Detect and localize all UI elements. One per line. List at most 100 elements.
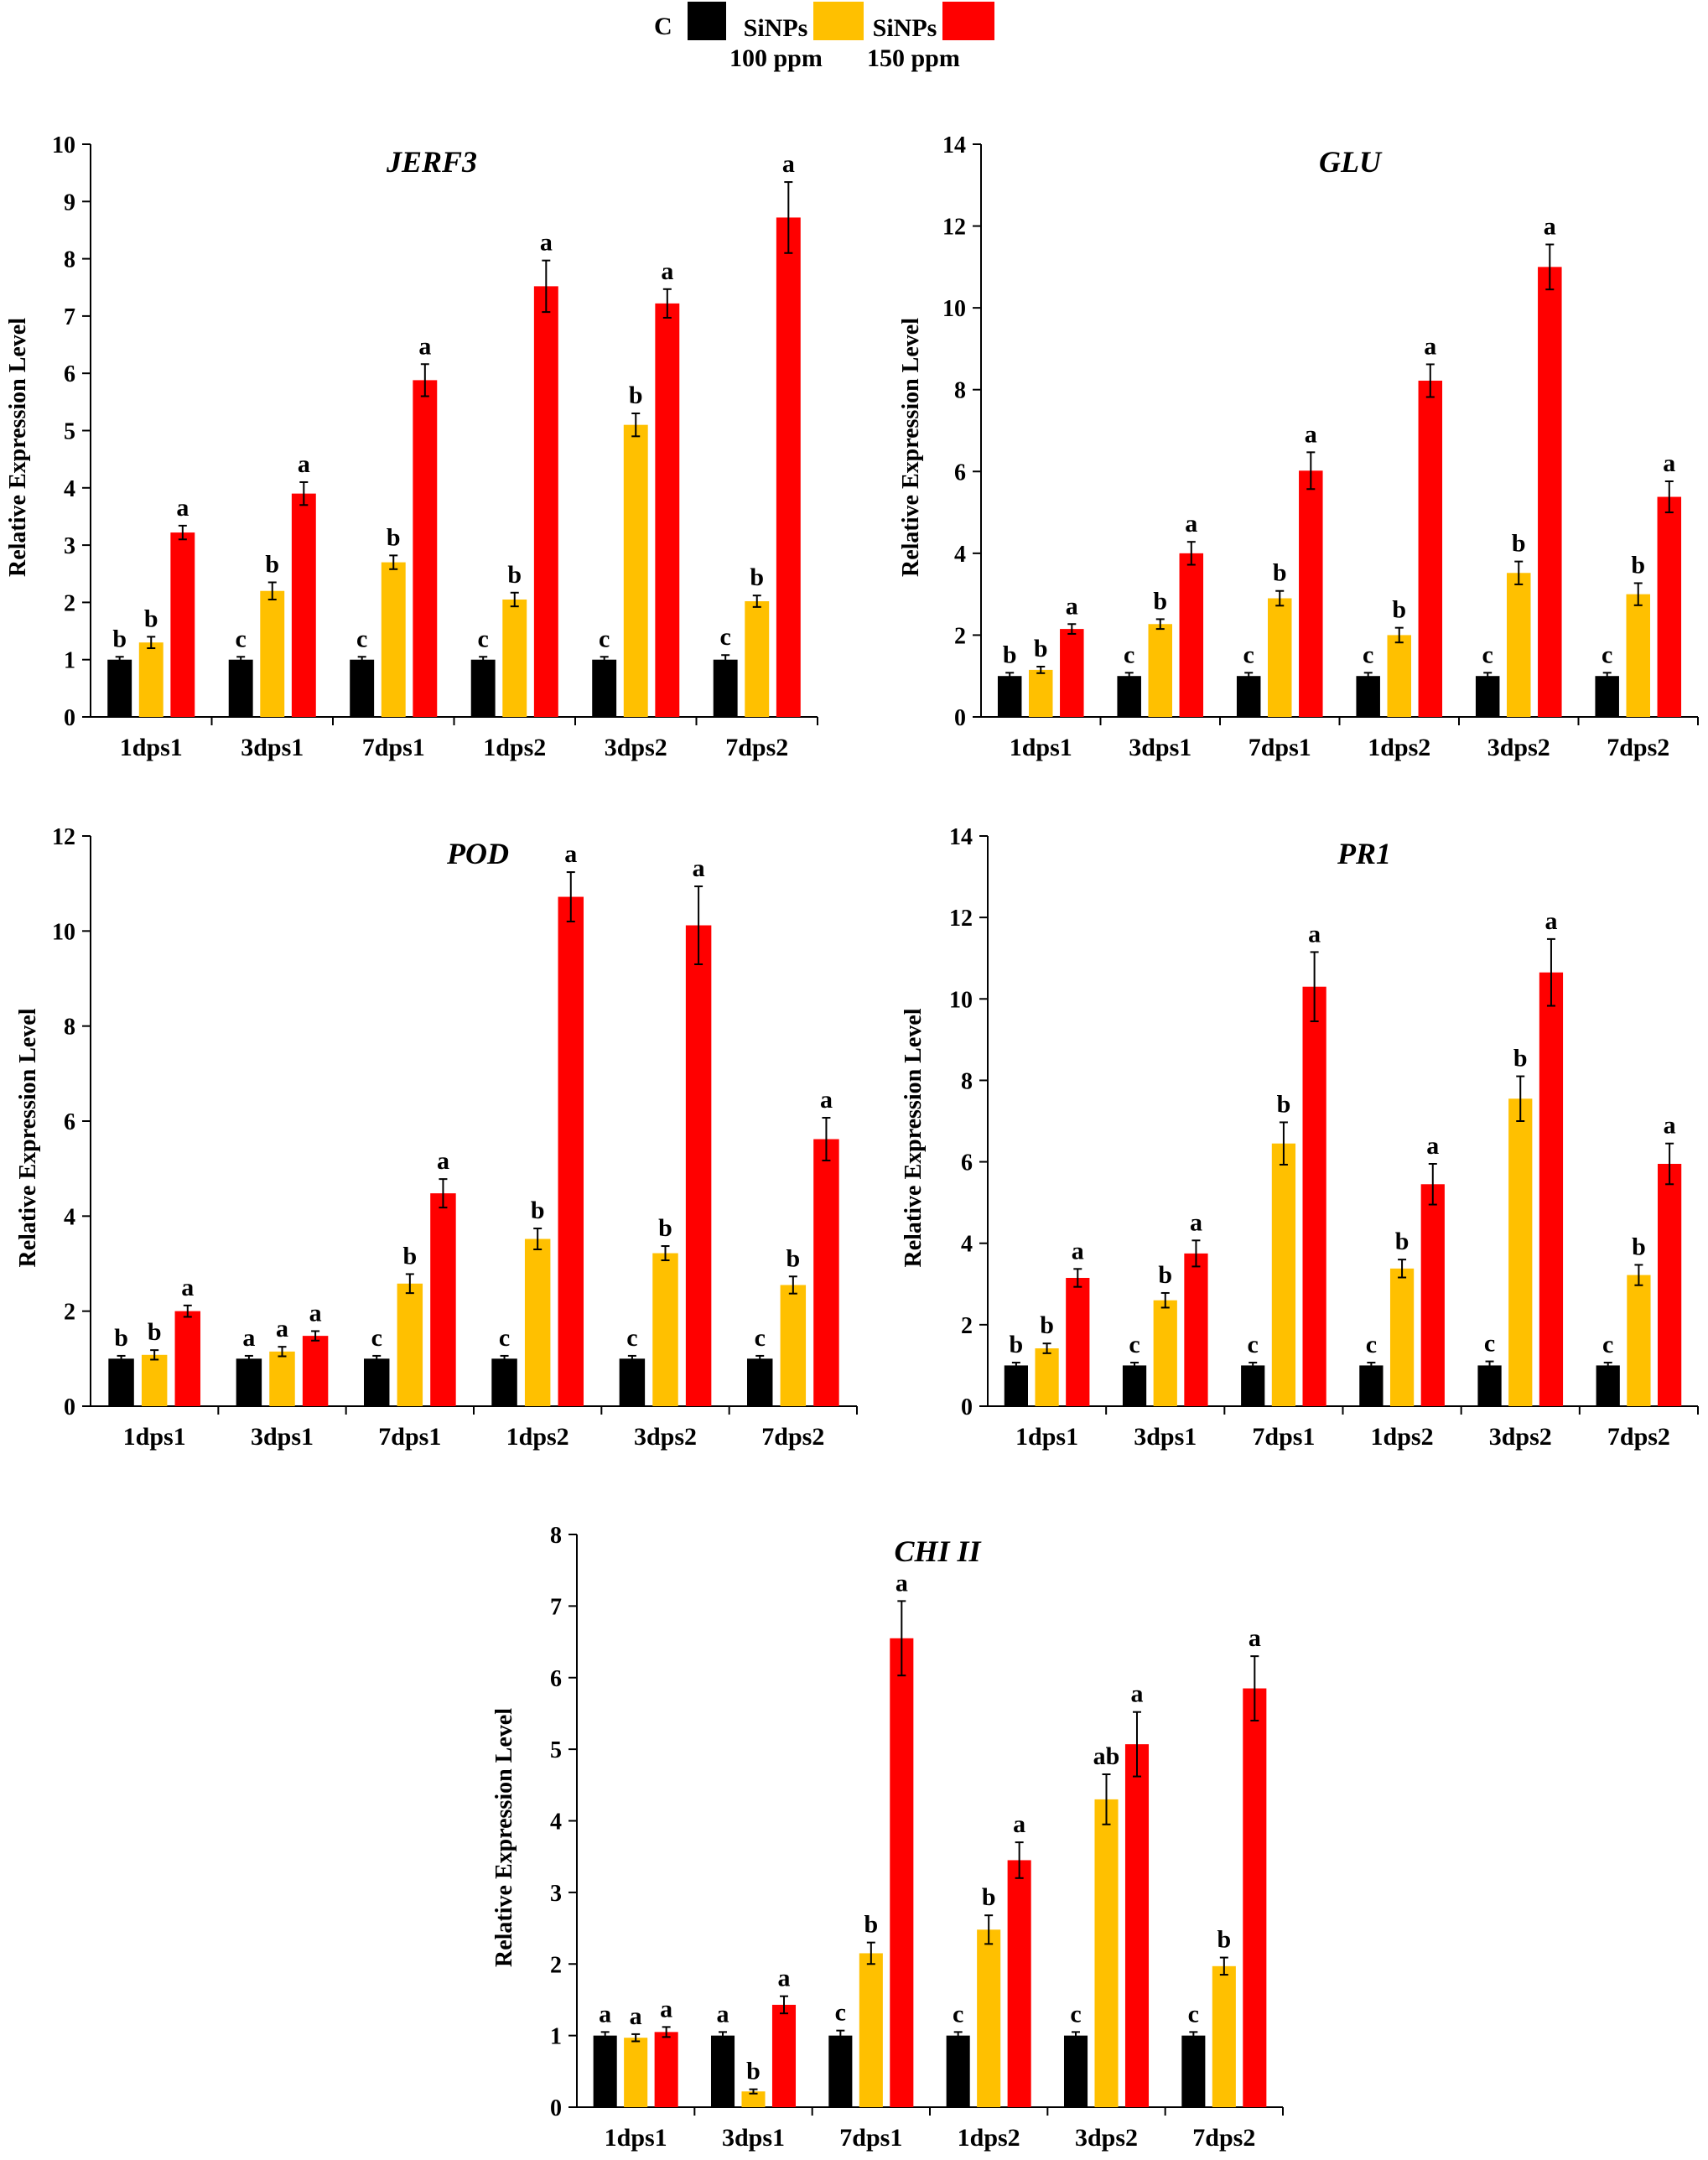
significance-letter: c [356,625,367,652]
bar [236,1358,262,1406]
x-tick-label: 1dps2 [1371,1423,1434,1451]
y-tick-label: 6 [550,1666,562,1692]
y-axis-label: Relative Expression Level [15,1008,41,1267]
significance-letter: ab [1093,1742,1120,1770]
significance-letter: a [437,1147,449,1175]
bar [533,286,558,717]
x-tick-label: 7dps2 [725,734,788,761]
y-tick-label: 8 [550,1523,562,1549]
y-tick-label: 14 [942,132,966,158]
x-tick-label: 3dps2 [1075,2124,1138,2152]
bar [1418,380,1443,717]
y-tick-label: 6 [954,460,966,485]
significance-letter: a [1190,1208,1202,1236]
significance-letter: b [786,1244,800,1272]
significance-letter: a [298,450,310,478]
significance-letter: b [1034,635,1048,662]
significance-letter: b [507,561,522,589]
bar [1007,1860,1031,2107]
bar [813,1139,839,1406]
x-tick-label: 7dps1 [1252,1423,1315,1451]
bar [997,676,1022,717]
y-tick-label: 12 [52,824,75,850]
bar [655,303,680,717]
y-tick-label: 12 [942,215,966,241]
y-tick-label: 3 [64,533,75,559]
y-tick-label: 1 [64,648,75,674]
chart-title: PR1 [1337,837,1391,870]
bar [652,1253,678,1406]
x-tick-label: 7dps1 [839,2124,902,2152]
y-tick-label: 6 [961,1150,973,1176]
bar [1359,1365,1384,1406]
y-tick-label: 2 [550,1952,562,1978]
significance-letter: a [1185,510,1197,537]
bar [350,659,375,717]
significance-letter: c [1243,641,1254,668]
bar [491,1358,517,1406]
bar [1184,1253,1208,1406]
bar [1356,676,1380,717]
x-tick-label: 3dps2 [1487,734,1550,761]
significance-letter: a [1249,1624,1261,1652]
x-tick-label: 7dps1 [378,1423,441,1451]
x-tick-label: 1dps2 [1368,734,1430,761]
significance-letter: a [1664,1112,1676,1140]
x-tick-label: 7dps2 [761,1423,824,1451]
bar [890,1638,914,2107]
bar [592,659,617,717]
bar [780,1285,807,1406]
y-tick-label: 4 [954,542,966,568]
significance-letter: b [1003,641,1017,668]
bar [381,562,406,717]
significance-letter: a [309,1299,322,1327]
bar [859,1953,883,2107]
legend-label-sub: 150 ppm [867,44,960,72]
bar [470,659,496,717]
bar [977,1929,1001,2107]
bar [771,2004,797,2107]
significance-letter: c [478,625,489,652]
x-tick-label: 3dps2 [1489,1423,1552,1451]
significance-letter: b [750,563,764,591]
significance-letter: a [717,2000,729,2028]
legend-label: SiNPs [743,14,808,42]
y-tick-label: 8 [961,1068,973,1094]
legend-label-sub: 100 ppm [729,44,823,72]
bar [713,659,738,717]
x-tick-label: 7dps2 [1607,734,1669,761]
legend-swatch-yellow [813,2,864,40]
bar [1302,986,1326,1406]
bar [141,1354,168,1406]
y-tick-label: 4 [550,1810,562,1835]
bar [1094,1799,1119,2107]
significance-letter: b [658,1214,672,1242]
significance-letter: c [1484,1330,1495,1358]
chart-title: GLU [1319,145,1383,179]
bar [624,2038,648,2107]
significance-letter: b [531,1197,545,1224]
y-tick-label: 9 [64,190,75,215]
x-tick-label: 1dps1 [120,734,183,761]
y-tick-label: 4 [961,1232,973,1258]
bar [710,2035,735,2107]
significance-letter: a [1305,420,1317,448]
significance-letter: a [1544,907,1557,935]
x-tick-label: 3dps1 [722,2124,785,2152]
y-tick-label: 0 [64,1394,75,1420]
significance-letter: b [112,625,127,652]
bar [1060,629,1084,717]
bar [1475,676,1500,717]
y-tick-label: 2 [954,623,966,649]
y-tick-label: 2 [64,1300,75,1326]
y-tick-label: 10 [949,987,973,1013]
legend-label: C [654,13,672,40]
significance-letter: c [1248,1331,1259,1358]
significance-letter: b [387,523,401,551]
bar [413,380,438,717]
significance-letter: c [1129,1331,1140,1358]
bar [1657,496,1682,717]
significance-letter: c [1070,2000,1081,2028]
bar [1271,1143,1296,1406]
